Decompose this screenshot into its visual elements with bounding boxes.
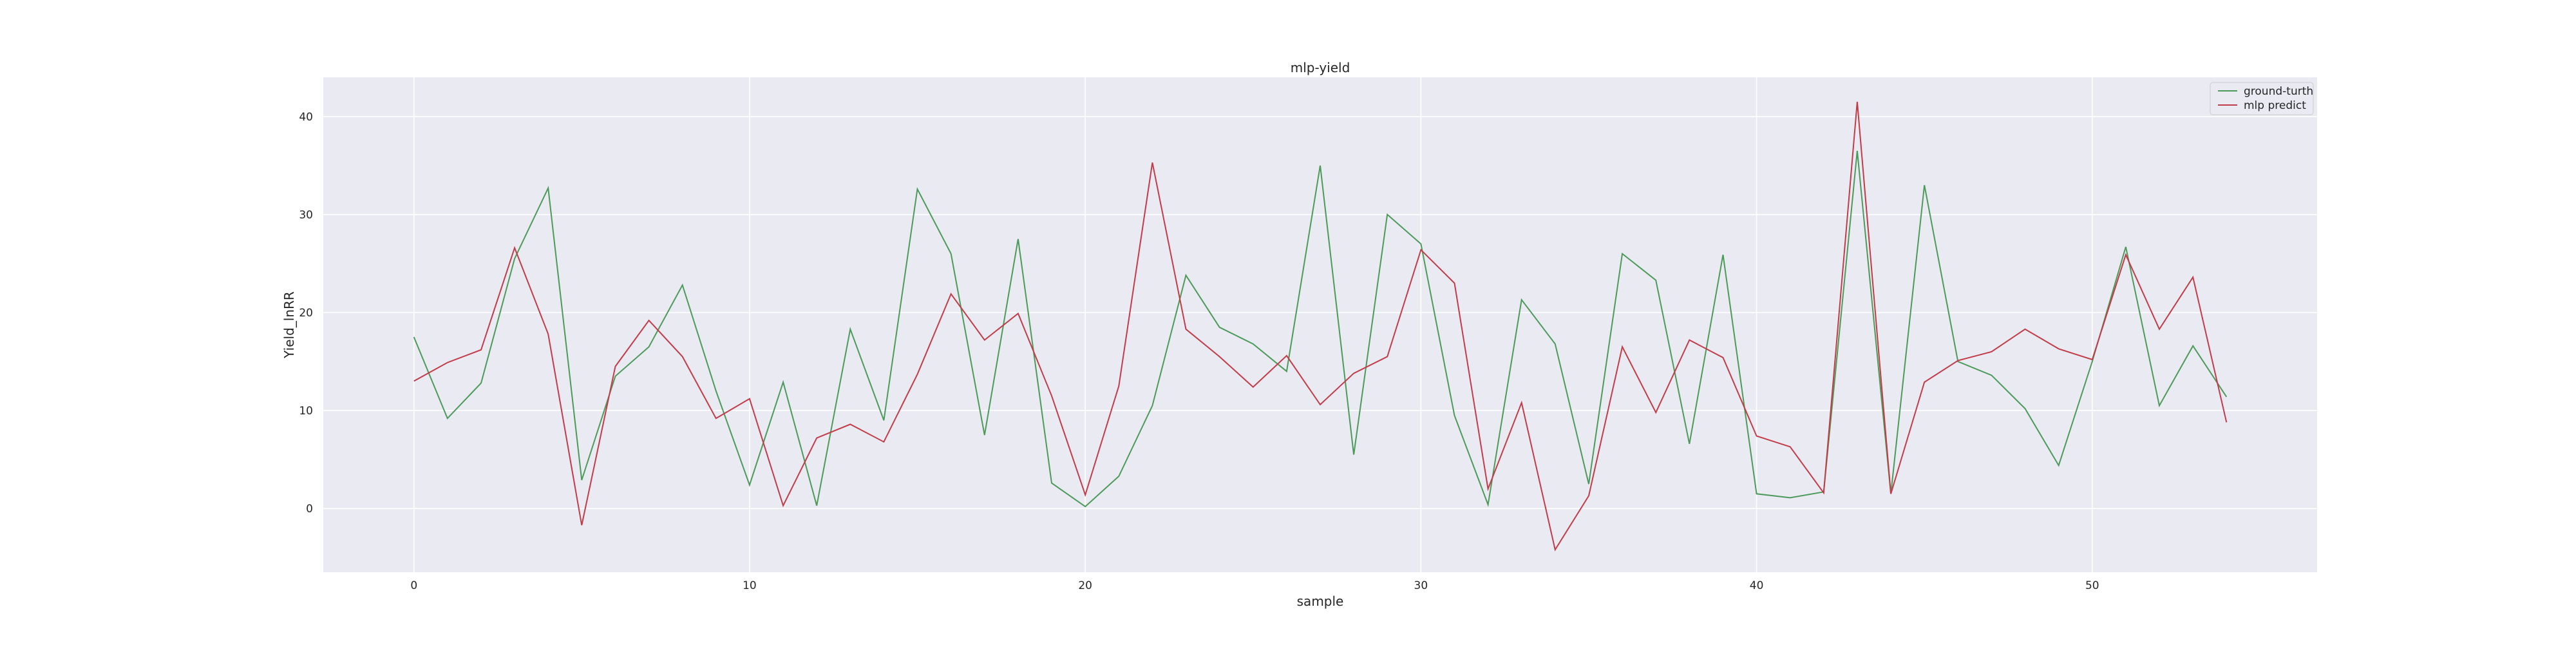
series-line-ground-turth: [413, 151, 2228, 508]
y-axis-ticks: 0 10 20 30 40: [299, 111, 313, 516]
plot-background: [323, 77, 2317, 572]
x-axis-ticks: 0 10 20 30 40 50: [410, 579, 2099, 592]
y-tick-label: 0: [306, 503, 313, 516]
y-tick-label: 20: [299, 307, 313, 320]
x-tick-label: 20: [1078, 579, 1092, 592]
x-tick-label: 30: [1414, 579, 1428, 592]
y-axis-label: Yield_lnRR: [281, 291, 297, 359]
legend-label-ground-turth: ground-turth: [2244, 85, 2313, 98]
chart-title: mlp-yield: [1291, 60, 1350, 75]
y-tick-label: 40: [299, 111, 313, 124]
series-lines: [413, 101, 2228, 552]
x-tick-label: 40: [1750, 579, 1764, 592]
legend: ground-turth mlp predict: [2210, 82, 2314, 115]
x-axis-label: sample: [1297, 594, 1344, 609]
x-tick-label: 50: [2085, 579, 2099, 592]
series-line-mlp-predict: [413, 101, 2228, 552]
x-tick-label: 0: [410, 579, 417, 592]
x-tick-label: 10: [743, 579, 757, 592]
legend-label-mlp-predict: mlp predict: [2244, 99, 2306, 112]
y-tick-label: 10: [299, 405, 313, 418]
y-tick-label: 30: [299, 209, 313, 222]
grid-lines: [323, 77, 2317, 572]
